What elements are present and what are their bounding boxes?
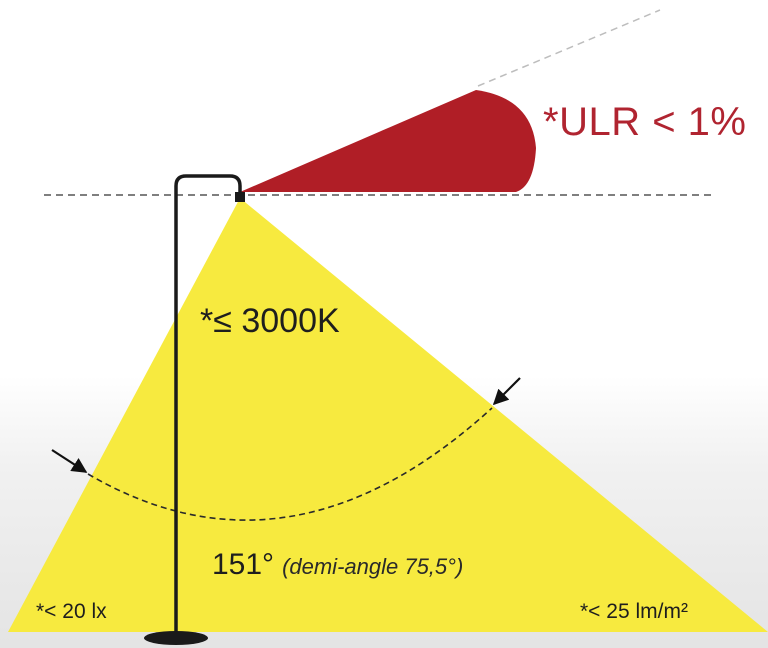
lamp-head (235, 192, 245, 202)
beam-angle-value: 151° (212, 548, 275, 581)
beam-angle-arc (87, 407, 493, 521)
arc-arrow-left (51, 449, 88, 473)
illuminance-label: *< 20 lx (36, 600, 107, 623)
ulr-label: *ULR < 1% (543, 100, 747, 144)
lamp-pole (174, 174, 242, 632)
lamp-base (144, 631, 208, 645)
arc-arrow-right (492, 377, 521, 406)
uplight-lobe (240, 90, 536, 192)
demi-angle-note: (demi-angle 75,5°) (282, 554, 464, 579)
color-temperature-label: *≤ 3000K (200, 302, 340, 340)
beam-angle-label: 151° (demi-angle 75,5°) (212, 548, 463, 582)
light-cone (8, 198, 768, 632)
luminous-flux-label: *< 25 lm/m² (580, 600, 688, 623)
uplight-angle-guide (477, 9, 661, 87)
